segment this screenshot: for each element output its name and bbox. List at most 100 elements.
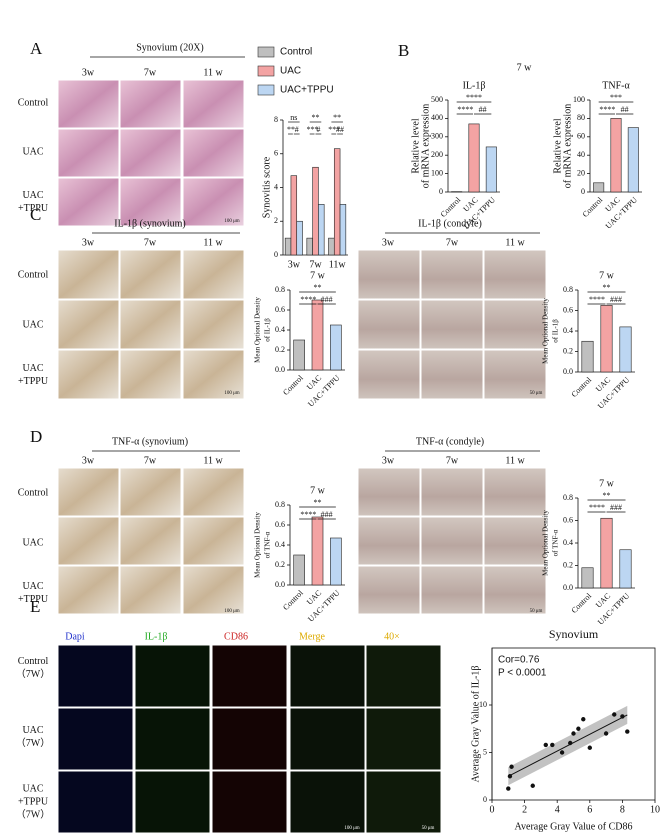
column-label: 7w — [144, 237, 157, 248]
micrograph — [483, 467, 547, 517]
micrograph — [57, 177, 120, 227]
annotation: Cor=0.76 — [498, 655, 540, 666]
y-tick-label: 0.4 — [275, 325, 285, 334]
y-tick-label: 0 — [439, 187, 443, 196]
panel-letter: C — [30, 205, 41, 224]
significance-label: ## — [336, 125, 344, 134]
significance-label: ### — [321, 295, 333, 304]
scale-bar-label: 50 μm — [422, 826, 435, 831]
bar — [312, 166, 319, 256]
y-axis-label: Mean Optional Density — [254, 512, 262, 578]
chart-title: 7 w — [310, 270, 326, 281]
micrograph — [365, 644, 442, 708]
point — [571, 731, 576, 736]
significance-label: ### — [610, 295, 622, 304]
y-axis-label: Relative level — [552, 118, 563, 173]
y-axis-label: Synovitis score — [261, 156, 272, 218]
panel-letter: A — [30, 39, 43, 58]
y-tick-label: 20 — [577, 168, 585, 177]
point — [530, 783, 535, 788]
y-tick-label: 0.8 — [275, 285, 285, 294]
header: IL-1β (synovium) — [114, 218, 185, 229]
x-tick-label: Control — [439, 195, 463, 219]
micrograph — [119, 299, 182, 350]
point — [568, 740, 573, 746]
chart-title: 7 w — [599, 478, 615, 489]
significance-label: ** — [603, 283, 611, 292]
bar — [290, 175, 298, 256]
point — [587, 745, 592, 750]
bar — [468, 123, 480, 193]
significance-label: ** — [603, 491, 611, 500]
row-label: UAC — [22, 146, 43, 157]
y-tick-label: 0.2 — [563, 346, 573, 355]
micrographs — [57, 79, 547, 834]
y-tick-label: 4 — [274, 182, 278, 191]
micrograph — [289, 707, 366, 771]
point — [620, 714, 625, 719]
y-tick-label: 0.8 — [563, 285, 573, 294]
micrograph — [289, 770, 366, 834]
significance-label: *** — [328, 125, 340, 134]
x-tick-label: 6 — [587, 804, 592, 815]
chart-title: 7 w — [310, 485, 326, 496]
micrograph — [134, 707, 211, 771]
micrograph — [119, 565, 182, 615]
significance-label: ** — [312, 113, 320, 122]
y-tick-label: 10 — [479, 700, 487, 709]
point — [612, 712, 617, 717]
column-label: 3w — [82, 67, 95, 78]
significance-label: **** — [589, 295, 605, 304]
bar — [328, 237, 335, 256]
point — [625, 729, 630, 734]
significance-label: **** — [300, 295, 316, 304]
column-label: 7w — [144, 455, 157, 466]
y-tick-label: 0.4 — [563, 538, 573, 547]
row-label: （7W） — [16, 808, 50, 820]
column-label: 3w — [382, 237, 395, 248]
legend-swatch — [257, 65, 275, 77]
micrograph — [357, 565, 421, 615]
column-label: 11 w — [505, 455, 525, 466]
column-label: 11 w — [505, 237, 525, 248]
y-tick-label: 0.8 — [563, 493, 573, 502]
micrograph — [57, 707, 134, 771]
legend-label: Control — [280, 47, 312, 58]
column-label: 3w — [82, 237, 95, 248]
scale-bar-label: 100 μm — [224, 391, 239, 396]
y-tick-label: 0.0 — [275, 365, 285, 374]
scale-bar-label: 100 μm — [224, 609, 239, 614]
bar — [311, 516, 324, 586]
point — [506, 786, 511, 791]
column-label: CD86 — [224, 631, 248, 642]
y-tick-label: 0 — [581, 187, 585, 196]
x-tick-label: 11w — [329, 259, 347, 270]
bar — [318, 204, 325, 256]
micrograph — [357, 516, 421, 566]
legend-swatch — [257, 46, 275, 58]
x-tick-label: 8 — [620, 804, 625, 815]
y-tick-label: 400 — [431, 113, 443, 122]
row-label: UAC — [22, 363, 43, 374]
point — [559, 750, 565, 755]
column-label: Merge — [299, 631, 325, 642]
y-tick-label: 100 — [431, 168, 443, 177]
micrograph — [420, 565, 484, 615]
row-label: （7W） — [16, 668, 50, 680]
micrograph — [119, 128, 182, 178]
micrograph — [357, 299, 421, 350]
micrograph — [211, 644, 288, 708]
point — [550, 742, 555, 748]
row-label: +TPPU — [18, 594, 49, 605]
header: TNF-α (synovium) — [112, 436, 188, 447]
micrograph — [182, 467, 245, 517]
x-tick-label: 10 — [650, 804, 660, 815]
row-label: （7W） — [16, 737, 50, 749]
micrograph — [357, 349, 421, 400]
row-label: +TPPU — [18, 376, 49, 387]
significance-label: ** — [287, 125, 295, 134]
point — [509, 764, 514, 769]
y-tick-label: 80 — [577, 113, 585, 122]
x-tick-label: Control — [570, 591, 594, 615]
y-tick-label: 40 — [577, 150, 585, 159]
